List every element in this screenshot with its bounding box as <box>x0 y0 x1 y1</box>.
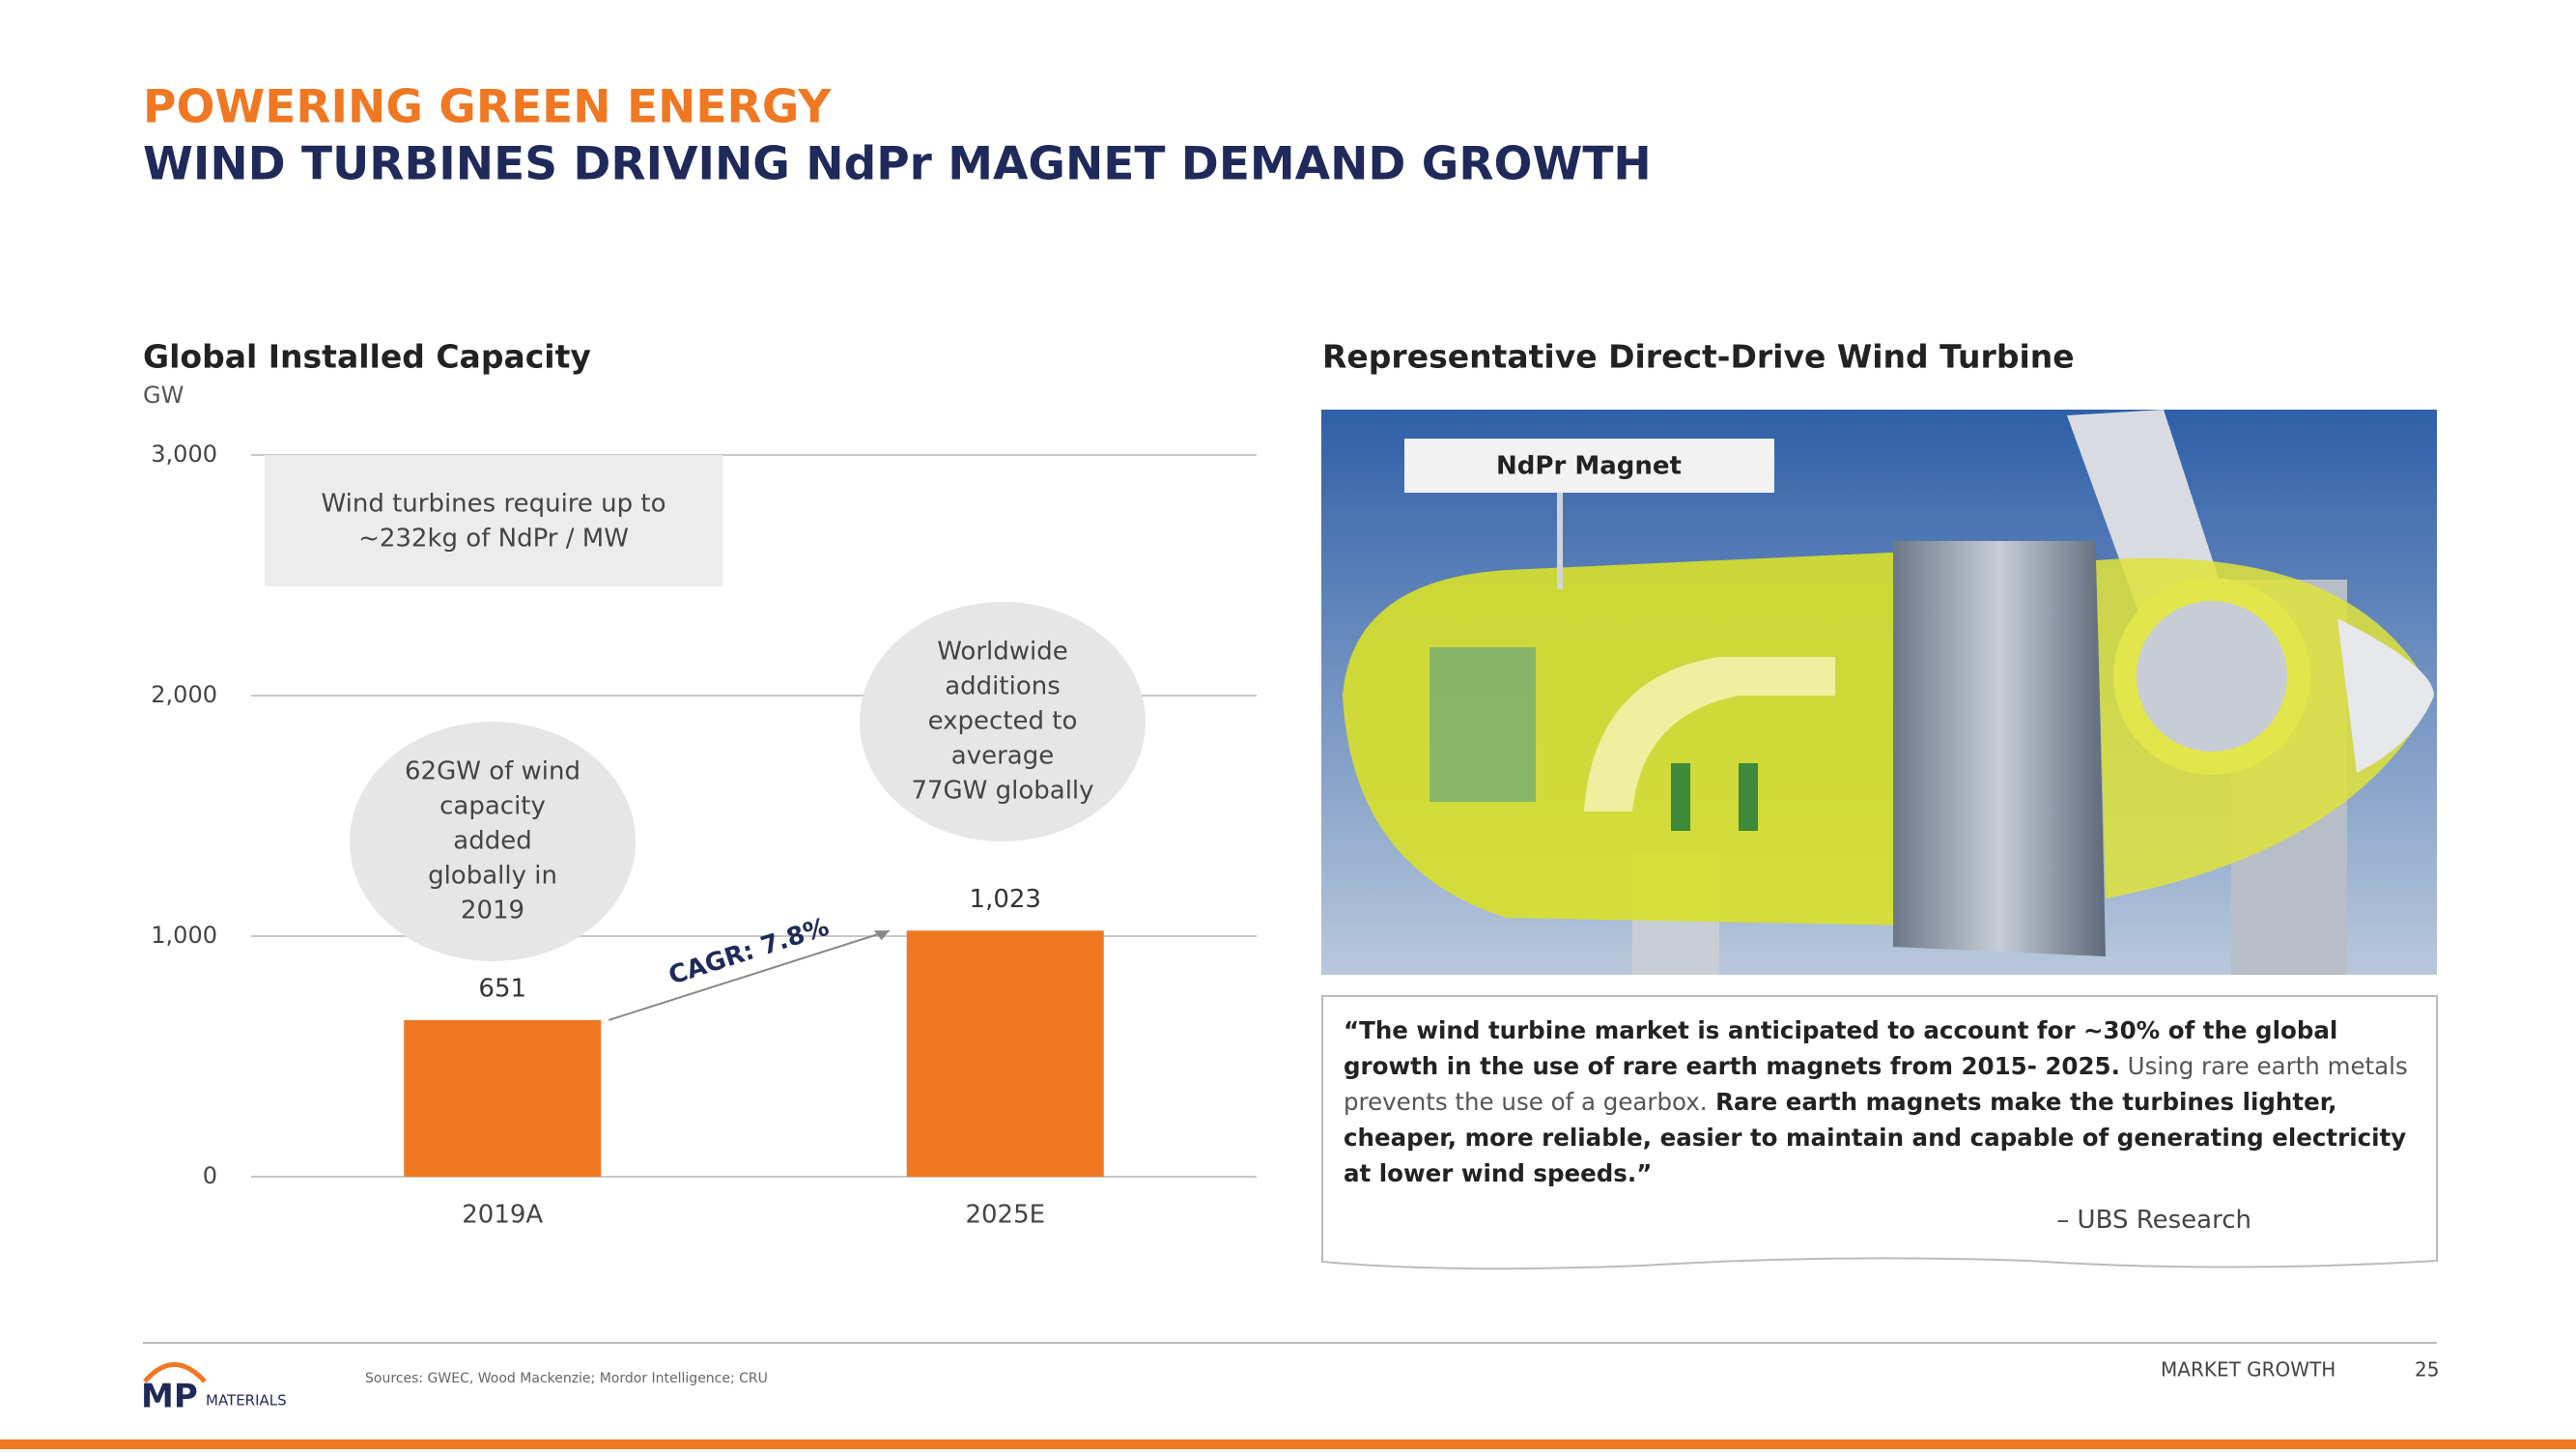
panel-title: Representative Direct-Drive Wind Turbine <box>1322 338 2075 376</box>
callout-text: expected to <box>928 707 1078 736</box>
callout-text: Worldwide <box>937 638 1068 667</box>
turbine-image: NdPr Magnet <box>1321 410 2437 975</box>
quote-segment: “The wind turbine market is anticipated … <box>1344 1016 2338 1080</box>
chart: 0 1,000 2,000 3,000 Wind turbines require up… <box>151 441 1257 1230</box>
chart-title: Global Installed Capacity <box>143 338 591 376</box>
quote-segment: Using rare earth metals prevents the use… <box>1344 1052 2408 1116</box>
logo-mark: MP <box>141 1378 198 1416</box>
quote-segment: Rare earth magnets make the turbines lig… <box>1344 1088 2407 1187</box>
bar <box>906 930 1104 1177</box>
note-text: ~232kg of NdPr / MW <box>358 525 629 554</box>
image-label: NdPr Magnet <box>1496 452 1682 481</box>
callout-text: average <box>951 742 1054 771</box>
y-tick-label: 1,000 <box>151 922 217 949</box>
y-tick-label: 3,000 <box>151 441 217 468</box>
footer-sources: Sources: GWEC, Wood Mackenzie; Mordor In… <box>365 1371 768 1386</box>
page-number: 25 <box>2415 1358 2439 1382</box>
data-label: 651 <box>478 974 526 1003</box>
cagr-arrowhead <box>873 930 890 941</box>
bottom-bar <box>0 1439 2576 1449</box>
quote-box <box>1321 995 2438 1270</box>
callout-text: additions <box>945 672 1061 701</box>
cagr-label: CAGR: 7.8% <box>665 913 833 991</box>
x-tick-label: 2025E <box>965 1201 1045 1230</box>
cagr-arrow <box>608 929 891 1021</box>
callout-text: 2019 <box>461 897 524 926</box>
callout-text: added <box>453 827 531 856</box>
slide-subtitle: POWERING GREEN ENERGY <box>143 81 832 134</box>
note-text: Wind turbines require up to <box>321 490 665 519</box>
callout-text: 62GW of wind <box>405 757 580 786</box>
quote: “The wind turbine market is anticipated … <box>1344 1012 2416 1191</box>
y-tick-label: 0 <box>203 1162 217 1189</box>
logo-arc <box>143 1362 207 1383</box>
y-axis-label: GW <box>143 382 184 409</box>
callout-text: globally in <box>428 862 557 891</box>
slide-title: WIND TURBINES DRIVING NdPr MAGNET DEMAND… <box>143 138 1652 191</box>
callout-text: 77GW globally <box>911 777 1093 806</box>
quote-attribution: – UBS Research <box>2056 1206 2251 1235</box>
footer-section: MARKET GROWTH <box>2161 1358 2335 1382</box>
y-tick-label: 2,000 <box>151 681 217 708</box>
data-label: 1,023 <box>970 885 1041 914</box>
logo-text: MATERIALS <box>206 1392 287 1410</box>
x-tick-label: 2019A <box>462 1201 543 1230</box>
note-box <box>265 455 722 586</box>
callout-bubble <box>350 722 636 961</box>
callout-bubble <box>860 602 1146 841</box>
bar <box>404 1019 602 1177</box>
callout-text: capacity <box>439 792 546 821</box>
